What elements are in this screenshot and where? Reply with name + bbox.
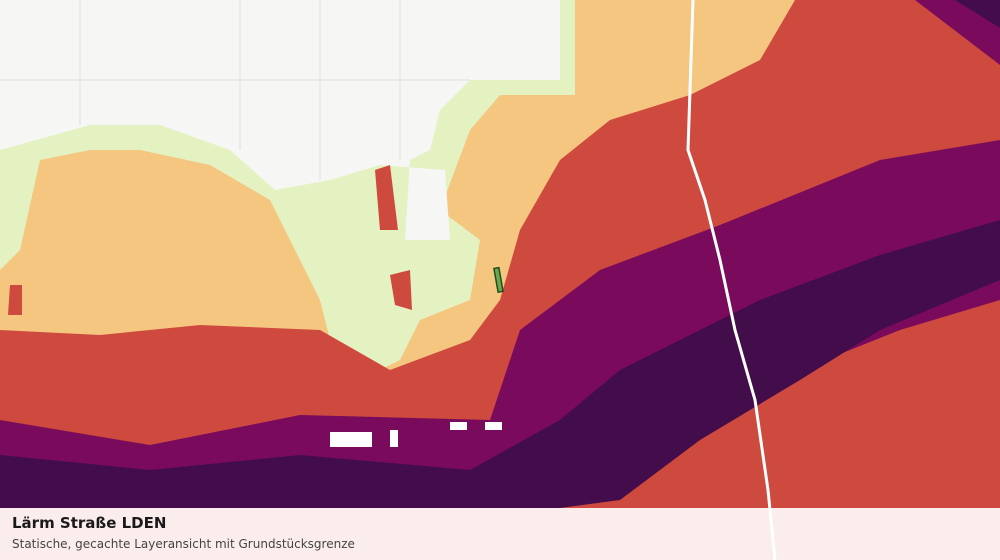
gap [485,422,502,430]
zone-dark [955,0,1000,28]
map-subtitle: Statische, gecachte Layeransicht mit Gru… [12,537,355,551]
boundary-line [686,0,777,560]
zone-red-patch [8,285,22,315]
gap [450,422,467,430]
parcel [493,266,504,294]
map-title: Lärm Straße LDEN [12,514,166,532]
gaps [330,422,502,447]
zone-dark [0,220,1000,508]
caption-background [0,508,1000,560]
street-grid [0,0,470,180]
caption: Lärm Straße LDEN Statische, gecachte Lay… [0,508,1000,560]
zone-background [0,0,560,240]
zone-red-patch [375,165,398,230]
zone-magenta [0,140,1000,508]
zone-red-patch [390,270,412,310]
zone-magenta [915,0,1000,65]
gap [330,432,372,447]
gap [390,430,398,447]
